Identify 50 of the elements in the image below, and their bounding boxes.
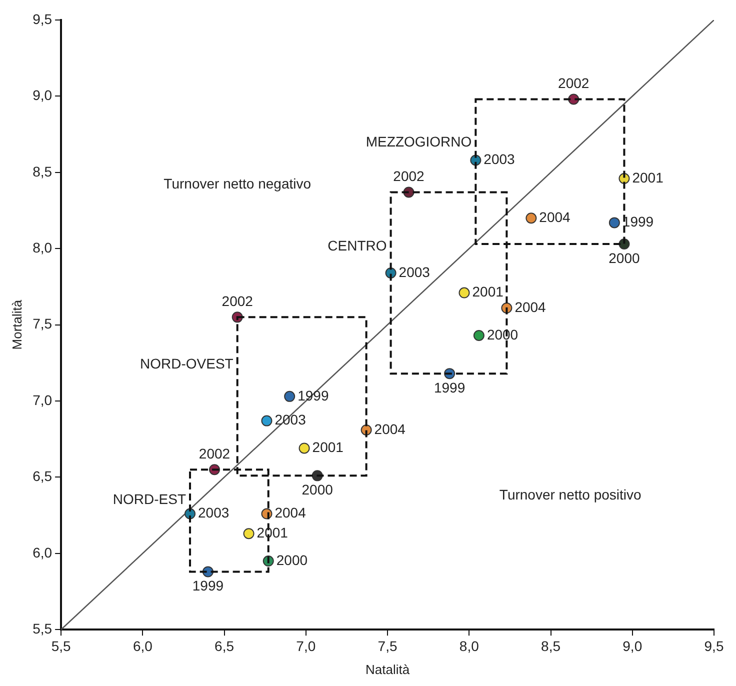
x-tick-label: 9,5 — [704, 638, 724, 654]
y-tick-label: 9,0 — [32, 87, 52, 104]
x-axis-title: Natalità — [365, 662, 410, 677]
x-tick-label: 5,5 — [51, 638, 72, 654]
annotation: 2004 — [539, 208, 571, 225]
annotation: 2004 — [274, 504, 306, 521]
annotation: 2004 — [514, 298, 546, 315]
annotation: 2002 — [558, 75, 590, 92]
annotation: Turnover netto positivo — [499, 486, 642, 502]
x-tick-label: 7,0 — [296, 638, 316, 654]
annotation: 1999 — [192, 578, 224, 594]
annotation: 1999 — [434, 379, 466, 396]
y-tick-label: 8,0 — [32, 239, 52, 256]
x-tick-label: 7,5 — [378, 638, 398, 654]
y-tick-label: 6,5 — [32, 468, 52, 484]
series-label: CENTRO — [328, 237, 387, 254]
annotation: 2004 — [374, 420, 406, 437]
y-tick-label: 6,0 — [32, 544, 52, 560]
annotation: 2001 — [632, 169, 664, 186]
annotation: Turnover netto negativo — [164, 175, 312, 192]
annotation: 2003 — [484, 151, 516, 168]
annotation: 2002 — [222, 293, 254, 310]
annotation: 2001 — [256, 524, 288, 540]
x-tick-label: 6,0 — [132, 638, 153, 654]
annotation: 2000 — [608, 250, 640, 266]
series-label: MEZZOGIORNO — [366, 134, 472, 150]
text: NORD-OVEST — [140, 356, 234, 372]
y-axis-title: Mortalità — [9, 299, 24, 350]
point — [473, 330, 484, 341]
annotation: 2003 — [398, 264, 430, 280]
annotation: 2003 — [198, 504, 230, 521]
annotation: 2002 — [198, 445, 230, 462]
y-tick-label: 9,5 — [32, 10, 52, 27]
annotation: 2000 — [302, 482, 334, 498]
annotation: 2000 — [486, 326, 518, 342]
annotation: 2002 — [393, 168, 425, 184]
x-tick-label: 8,5 — [541, 638, 561, 654]
annotation: 2001 — [312, 439, 344, 456]
x-tick-label: 9,0 — [622, 638, 642, 654]
y-tick-label: 7,5 — [32, 316, 52, 332]
point — [261, 415, 272, 426]
annotation: 2000 — [276, 552, 308, 568]
series-label: NORD-EST — [112, 491, 186, 508]
y-tick-label: 7,0 — [32, 392, 52, 408]
y-tick-label: 8,5 — [32, 163, 52, 180]
annotation: 1999 — [622, 214, 654, 230]
y-tick-label: 5,5 — [32, 620, 52, 636]
x-tick-label: 8,0 — [459, 638, 480, 654]
x-tick-label: 6,5 — [214, 638, 234, 654]
annotation: 2001 — [472, 284, 504, 300]
